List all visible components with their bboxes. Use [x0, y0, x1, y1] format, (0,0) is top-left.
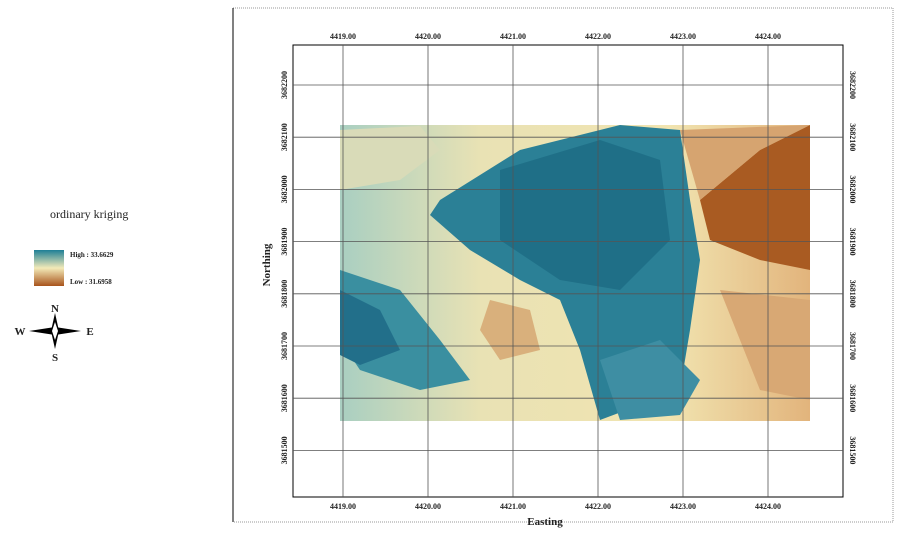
easting-label: 4423.00 [670, 32, 696, 41]
northing-label: 3682100 [280, 123, 289, 151]
easting-label: 4420.00 [415, 502, 441, 511]
easting-label: 4421.00 [500, 32, 526, 41]
northing-label: 3682000 [848, 175, 857, 203]
northing-label: 3681800 [280, 280, 289, 308]
northing-label: 3681600 [848, 384, 857, 412]
northing-label: 3681900 [280, 228, 289, 256]
legend-ramp [34, 250, 64, 286]
northing-label: 3681700 [848, 332, 857, 360]
northing-label: 3681800 [848, 280, 857, 308]
easting-label: 4423.00 [670, 502, 696, 511]
easting-label: 4424.00 [755, 502, 781, 511]
compass-s: S [52, 352, 58, 364]
legend-high: High : 33.6629 [70, 251, 114, 259]
easting-label: 4421.00 [500, 502, 526, 511]
northing-label: 3682200 [280, 71, 289, 99]
legend-low: Low : 31.6958 [70, 278, 112, 286]
y-axis-label: Northing [261, 243, 273, 286]
northing-label: 3682200 [848, 71, 857, 99]
easting-label: 4419.00 [330, 502, 356, 511]
north-arrow [29, 313, 81, 349]
northing-label: 3681600 [280, 384, 289, 412]
easting-label: 4424.00 [755, 32, 781, 41]
kriging-surface [340, 125, 810, 421]
northing-label: 3681900 [848, 228, 857, 256]
compass-w: W [15, 326, 26, 338]
easting-label: 4422.00 [585, 32, 611, 41]
easting-label: 4422.00 [585, 502, 611, 511]
legend-title: ordinary kriging [50, 207, 128, 221]
northing-label: 3681500 [280, 436, 289, 464]
northing-label: 3682100 [848, 123, 857, 151]
map-figure: ordinary kriging High : 33.6629 Low : 31… [0, 0, 902, 531]
easting-label: 4420.00 [415, 32, 441, 41]
easting-label: 4419.00 [330, 32, 356, 41]
page: ordinary kriging High : 33.6629 Low : 31… [0, 0, 902, 531]
northing-label: 3681700 [280, 332, 289, 360]
compass-e: E [86, 326, 93, 338]
x-axis-label: Easting [527, 516, 563, 528]
compass-n: N [51, 303, 59, 315]
northing-label: 3681500 [848, 436, 857, 464]
northing-label: 3682000 [280, 175, 289, 203]
